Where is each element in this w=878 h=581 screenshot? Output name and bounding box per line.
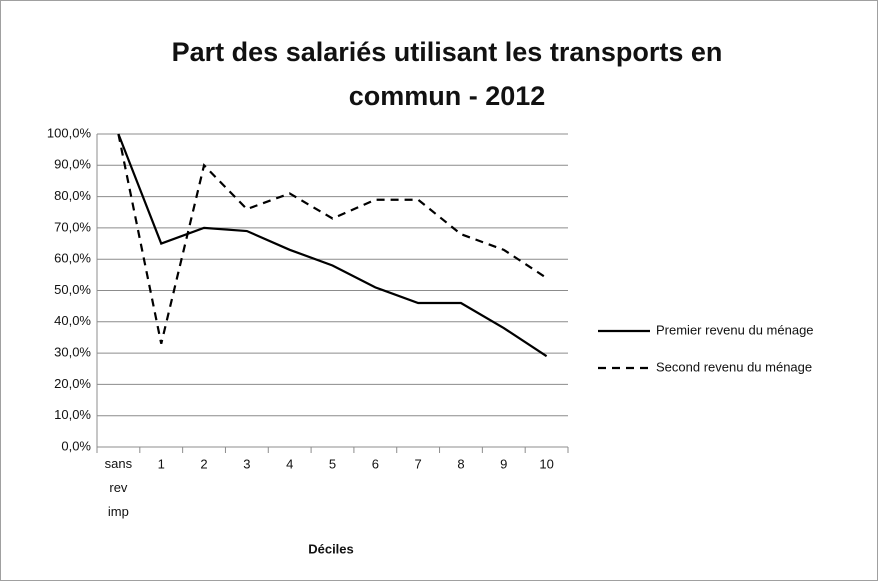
series-line [117,133,548,344]
y-tick-label: 90,0% [54,157,91,172]
y-tick-label: 40,0% [54,313,91,328]
x-tick-label: 2 [200,456,207,471]
x-tick-label: 6 [372,456,379,471]
y-tick-label: 10,0% [54,407,91,422]
y-tick-label: 20,0% [54,376,91,391]
x-tick-label: 3 [243,456,250,471]
x-tick-label: 4 [286,456,293,471]
x-tick-label: 5 [329,456,336,471]
y-tick-label: 50,0% [54,282,91,297]
y-tick-label: 60,0% [54,251,91,266]
y-tick-label: 30,0% [54,345,91,360]
series-line [117,133,548,358]
x-tick-label: sans rev imp [105,456,133,519]
x-axis-label: Déciles [308,541,354,556]
legend-label: Premier revenu du ménage [656,322,814,337]
x-tick-label: 9 [500,456,507,471]
y-tick-label: 80,0% [54,188,91,203]
x-tick-label: 7 [415,456,422,471]
y-tick-label: 100,0% [47,125,92,140]
x-tick-label: 1 [158,456,165,471]
x-tick-label: 10 [539,456,553,471]
y-tick-label: 0,0% [61,438,91,453]
legend-label: Second revenu du ménage [656,359,812,374]
y-tick-label: 70,0% [54,219,91,234]
chart-title: Part des salariés utilisant les transpor… [171,37,723,111]
x-tick-label: 8 [457,456,464,471]
